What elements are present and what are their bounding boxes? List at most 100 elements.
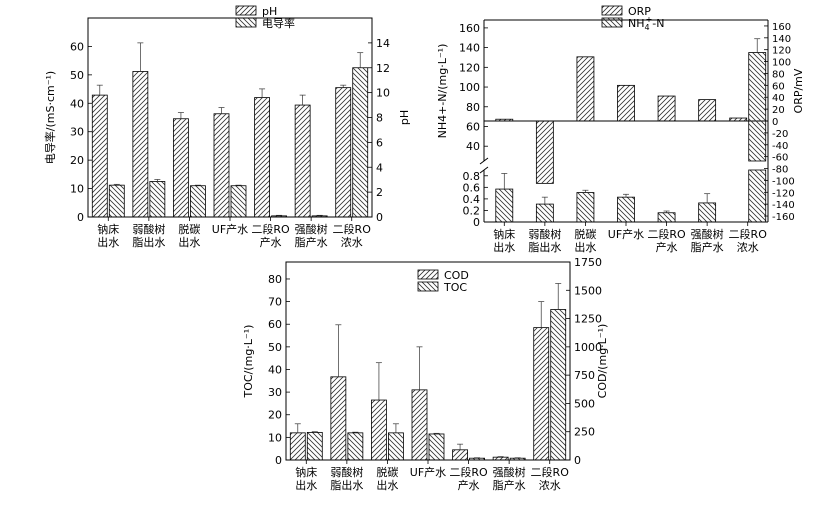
y-tick-label-left: 60 (466, 120, 480, 133)
category-label: 脂产水 (295, 235, 328, 249)
bar-orp (617, 84, 635, 122)
bar-back (352, 67, 369, 218)
category-label: 出水 (493, 240, 515, 254)
y-tick-label-right: 12 (376, 62, 390, 75)
bar-back (469, 457, 485, 461)
category-label: 出水 (574, 240, 596, 254)
y-tick-label-left: 0.4 (463, 193, 481, 206)
bar-fwd (132, 71, 149, 218)
category-label: 产水 (656, 240, 678, 254)
y-tick-label-right: 0 (772, 117, 778, 128)
y-tick-label-left: 40 (466, 140, 480, 153)
y-tick-label-right: 750 (574, 369, 595, 382)
category-label: 弱酸树 (528, 227, 561, 241)
legend-label: ORP (628, 5, 651, 18)
y-tick-label-right: 160 (772, 22, 791, 33)
category-label: 弱酸树 (132, 222, 165, 236)
y-tick-label-right: 1000 (574, 341, 602, 354)
category-label: UF产水 (608, 227, 644, 241)
bar-nh4 (535, 203, 554, 223)
y-tick-label-left: 0.6 (463, 181, 481, 194)
bar-fwd (289, 432, 306, 461)
category-label: 脂产水 (691, 240, 724, 254)
bar-fwd (533, 327, 550, 461)
category-label: 脂出水 (330, 478, 363, 492)
bar-fwd (492, 456, 509, 461)
category-label: 脂出水 (132, 235, 165, 249)
y-axis-title-right: COD/(mg·L⁻¹) (596, 324, 609, 399)
bar-nh4 (495, 188, 514, 223)
y-axis-title-left: 电导率/(mS·cm⁻¹) (43, 71, 57, 164)
y-tick-label-right: 8 (376, 112, 383, 125)
y-tick-label-right: 60 (772, 81, 785, 92)
y-tick-label-left: 10 (268, 431, 282, 444)
y-axis-title-right: ORP/mV (792, 68, 805, 113)
y-tick-label-right: 1500 (574, 284, 602, 297)
category-label: 出水 (295, 478, 317, 492)
category-label: 二段RO (333, 222, 372, 236)
category-label: 出水 (97, 235, 119, 249)
legend-label: NH4+-N (628, 15, 665, 32)
category-label: UF产水 (212, 222, 248, 236)
y-tick-label-left: 120 (459, 61, 480, 74)
bar-nh4 (748, 169, 767, 223)
bar-back (347, 432, 364, 461)
y-tick-label-right: 100 (772, 58, 791, 69)
bar-nh4 (576, 192, 595, 223)
y-tick-label-right: 0 (574, 454, 581, 467)
y-tick-label-right: 14 (376, 37, 390, 50)
plot-frame (87, 17, 373, 218)
bar-back (550, 309, 567, 461)
y-tick-label-left: 70 (268, 296, 282, 309)
y-axis-title-left: NH4+-N/(mg·L⁻¹) (436, 44, 449, 139)
plot-frame (285, 261, 571, 461)
legend-label: COD (444, 269, 469, 282)
bar-back (190, 185, 206, 218)
bar-fwd (173, 118, 189, 218)
bar-orp (576, 56, 595, 122)
y-axis-title-left: TOC/(mg·L⁻¹) (242, 325, 255, 399)
bar-back (149, 181, 166, 218)
bar-back (230, 185, 247, 218)
category-label: UF产水 (410, 465, 446, 479)
category-label: 二段RO (531, 465, 570, 479)
y-tick-label-right: 0 (376, 211, 383, 224)
bar-fwd (452, 449, 468, 461)
y-tick-label-right: 250 (574, 426, 595, 439)
y-tick-label-left: 50 (268, 341, 282, 354)
category-label: 二段RO (251, 222, 290, 236)
chart-ammonia-orp: 40608010012014016000.20.40.60.8-160-140-… (436, 5, 805, 254)
legend-label: pH (262, 5, 277, 18)
category-label: 脂出水 (528, 240, 561, 254)
legend-label: TOC (443, 281, 467, 294)
y-tick-label-right: -100 (772, 176, 795, 187)
category-label: 二段RO (647, 227, 686, 241)
y-tick-label-right: 120 (772, 46, 791, 57)
y-tick-label-left: 0 (275, 454, 282, 467)
y-tick-label-right: 40 (772, 93, 785, 104)
legend-swatch (601, 5, 623, 16)
y-tick-label-right: 10 (376, 87, 390, 100)
y-tick-label-left: 160 (459, 22, 480, 35)
bar-fwd (213, 113, 230, 218)
y-tick-label-left: 60 (268, 318, 282, 331)
y-tick-label-left: 30 (268, 386, 282, 399)
category-label: 浓水 (539, 479, 561, 492)
bar-fwd (335, 87, 352, 218)
category-label: 脱碳 (574, 227, 596, 241)
bar-fwd (254, 97, 270, 218)
y-tick-label-left: 10 (70, 183, 84, 196)
y-tick-label-right: 500 (574, 397, 595, 410)
bar-fwd (411, 389, 428, 461)
bar-fwd (371, 399, 387, 461)
y-tick-label-left: 80 (268, 273, 282, 286)
category-label: 脱碳 (376, 465, 398, 479)
y-tick-label-left: 50 (70, 69, 84, 82)
y-tick-label-left: 0.2 (463, 204, 481, 217)
bar-back (271, 215, 287, 218)
category-label: 强酸树 (295, 222, 328, 236)
category-label: 钠床 (97, 222, 119, 236)
category-label: 出水 (376, 478, 398, 492)
